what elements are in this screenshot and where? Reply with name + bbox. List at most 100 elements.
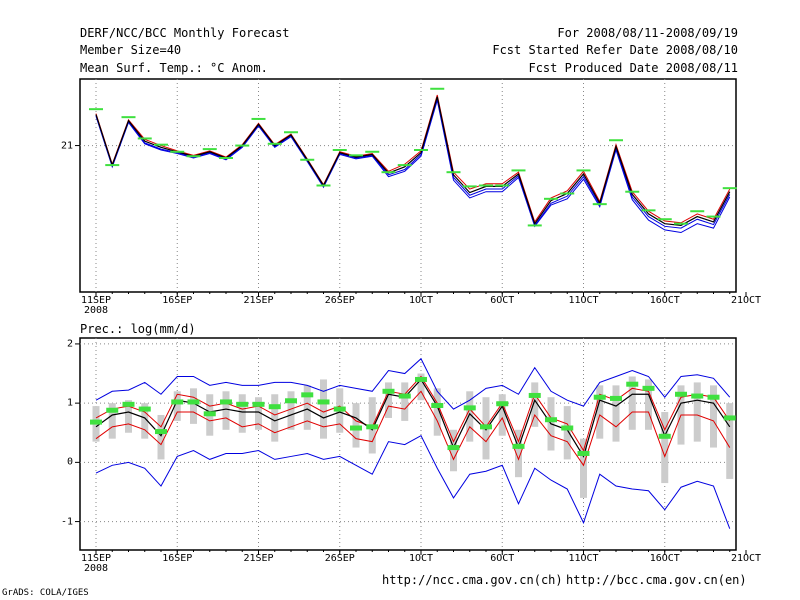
member-marker: [723, 415, 736, 421]
x-year-label: 2008: [83, 563, 109, 574]
member-marker: [187, 399, 200, 405]
x-tick-label: 6OCT: [490, 553, 515, 564]
x-tick-label: 1OCT: [408, 295, 434, 306]
member-marker: [220, 399, 232, 405]
member-marker: [480, 424, 492, 430]
series-line-mean: [95, 378, 731, 458]
series-line-min: [95, 435, 731, 529]
x-tick-label: 16SEP: [162, 553, 193, 564]
spread-box: [222, 391, 230, 430]
x-tick-label: 11OCT: [568, 553, 599, 564]
spread-box: [450, 429, 457, 472]
member-marker: [155, 429, 167, 435]
member-marker: [658, 433, 671, 439]
series-line-upper: [95, 375, 731, 452]
spread-box: [303, 385, 311, 430]
member-marker: [512, 443, 525, 449]
y-tick-label: 1: [66, 397, 73, 409]
produced-date: Fcst Produced Date 2008/08/11: [528, 61, 738, 75]
member-marker: [252, 401, 265, 407]
x-tick-label: 26SEP: [324, 553, 355, 564]
member-marker: [333, 406, 346, 412]
member-marker: [577, 450, 590, 456]
spread-box: [466, 391, 474, 442]
member-marker: [561, 425, 574, 431]
spread-box: [515, 429, 522, 478]
series-line-min: [95, 100, 731, 234]
member-marker: [106, 407, 119, 413]
spread-box: [320, 379, 327, 439]
x-tick-label: 16OCT: [649, 553, 680, 564]
member-marker: [642, 385, 655, 391]
member-marker: [691, 393, 704, 399]
member-marker: [203, 411, 216, 417]
variable-label: Mean Surf. Temp.: °C Anom.: [80, 61, 268, 75]
grads-credit: GrADS: COLA/IGES: [2, 588, 89, 598]
member-marker: [236, 401, 249, 407]
member-marker: [171, 399, 184, 405]
x-tick-label: 21SEP: [243, 553, 274, 564]
member-marker: [496, 401, 509, 407]
spread-box: [580, 438, 587, 498]
spread-box: [125, 400, 132, 433]
member-marker: [707, 394, 720, 400]
spread-box: [287, 391, 295, 430]
url-english[interactable]: http://bcc.cma.gov.cn(en): [566, 573, 747, 587]
x-tick-label: 6OCT: [490, 295, 515, 306]
member-marker: [626, 381, 639, 387]
plot-frame: [79, 337, 737, 551]
member-marker: [138, 406, 151, 412]
member-marker: [593, 394, 606, 400]
series-line-max: [95, 357, 731, 410]
spread-box: [271, 394, 279, 442]
x-tick-label: 11OCT: [568, 295, 599, 306]
spread-box: [563, 406, 571, 460]
x-tick-label: 16OCT: [649, 295, 680, 306]
y-tick-label: 2: [66, 338, 73, 350]
spread-box: [401, 382, 409, 421]
precip-title: Prec.: log(mm/d): [80, 322, 196, 336]
forecast-period: For 2008/08/11-2008/09/19: [557, 26, 738, 40]
spread-box: [726, 403, 734, 479]
plot-frame: [79, 78, 737, 293]
spread-box: [645, 379, 652, 430]
spread-box: [238, 394, 246, 433]
member-marker: [610, 395, 622, 401]
member-marker: [317, 399, 330, 405]
x-tick-label: 26SEP: [324, 295, 355, 306]
spread-box: [710, 385, 717, 448]
member-marker: [463, 405, 476, 411]
member-marker: [90, 419, 102, 425]
member-marker: [122, 401, 135, 407]
x-tick-label: 21OCT: [730, 553, 762, 564]
member-marker: [382, 388, 395, 394]
member-marker: [447, 445, 460, 451]
spread-box: [417, 373, 425, 401]
spread-box: [612, 385, 620, 442]
y-tick-label: 0: [66, 456, 73, 468]
member-marker: [285, 398, 297, 404]
spread-box: [628, 376, 636, 430]
series-line-upper: [95, 94, 731, 224]
x-year-label: 2008: [83, 305, 109, 316]
spread-box: [385, 382, 392, 418]
chart-title: DERF/NCC/BCC Monthly Forecast: [80, 26, 290, 40]
y-tick-label: -1: [60, 516, 73, 528]
member-marker: [366, 424, 379, 430]
x-tick-label: 11SEP: [80, 295, 112, 306]
spread-box: [141, 403, 149, 439]
spread-box: [190, 388, 197, 424]
spread-box: [693, 382, 701, 442]
member-marker: [301, 392, 314, 398]
spread-box: [173, 391, 181, 421]
series-line-lower: [95, 390, 731, 467]
member-marker: [431, 403, 444, 409]
spread-box: [661, 412, 669, 484]
url-chinese[interactable]: http://ncc.cma.gov.cn(ch): [382, 573, 563, 587]
temperature-panel: [75, 78, 747, 297]
x-tick-label: 21SEP: [243, 295, 274, 306]
spread-box: [108, 403, 116, 439]
x-tick-label: 11SEP: [80, 553, 112, 564]
member-marker: [545, 417, 557, 423]
